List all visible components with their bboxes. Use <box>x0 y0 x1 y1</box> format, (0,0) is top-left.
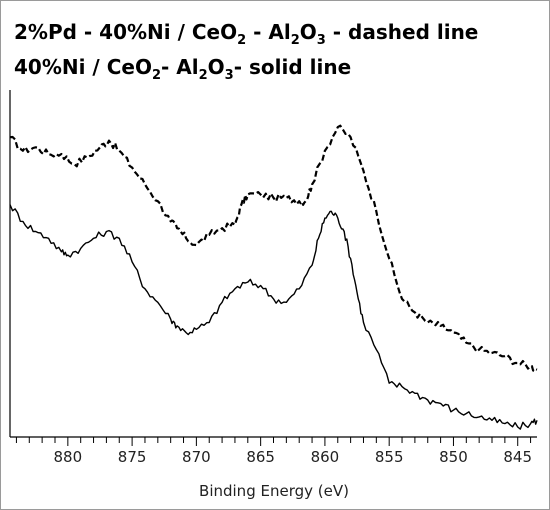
x-tick-label: 880 <box>54 448 83 466</box>
x-tick-label: 870 <box>182 448 211 466</box>
legend-dashed-part-b: - Al <box>246 20 291 44</box>
legend-solid-sub-2: 2 <box>152 68 161 83</box>
legend-dashed-part-a: 2%Pd - 40%Ni / CeO <box>14 20 237 44</box>
legend-dashed-sub-3: 3 <box>317 33 326 48</box>
x-tick-label: 875 <box>118 448 147 466</box>
x-axis-tick-labels: 880 875 870 865 860 855 850 845 <box>54 448 533 466</box>
x-tick-label: 865 <box>246 448 275 466</box>
legend-solid-part-b: - Al <box>161 55 199 79</box>
legend-solid-sub-2b: 2 <box>199 68 208 83</box>
legend-dashed-part-c: O <box>300 20 317 44</box>
legend-dashed-part-d: - dashed line <box>326 20 479 44</box>
x-tick-label: 845 <box>503 448 532 466</box>
x-axis-label: Binding Energy (eV) <box>199 482 349 500</box>
series-lines <box>9 124 538 430</box>
legend-solid-sub-3: 3 <box>225 68 234 83</box>
legend-solid-part-c: O <box>208 55 225 79</box>
legend-line-dashed: 2%Pd - 40%Ni / CeO2 - Al2O3 - dashed lin… <box>14 20 478 48</box>
x-tick-label: 850 <box>439 448 468 466</box>
legend-dashed-sub-2: 2 <box>237 33 246 48</box>
x-axis-ticks <box>15 437 532 446</box>
legend-solid-part-d: - solid line <box>234 55 351 79</box>
x-tick-label: 855 <box>375 448 404 466</box>
series-line-pd-ni <box>9 124 538 373</box>
x-tick-label: 860 <box>311 448 340 466</box>
legend-solid-part-a: 40%Ni / CeO <box>14 55 152 79</box>
legend-line-solid: 40%Ni / CeO2- Al2O3- solid line <box>14 55 351 83</box>
series-line-ni <box>9 204 538 430</box>
legend-dashed-sub-2b: 2 <box>291 33 300 48</box>
